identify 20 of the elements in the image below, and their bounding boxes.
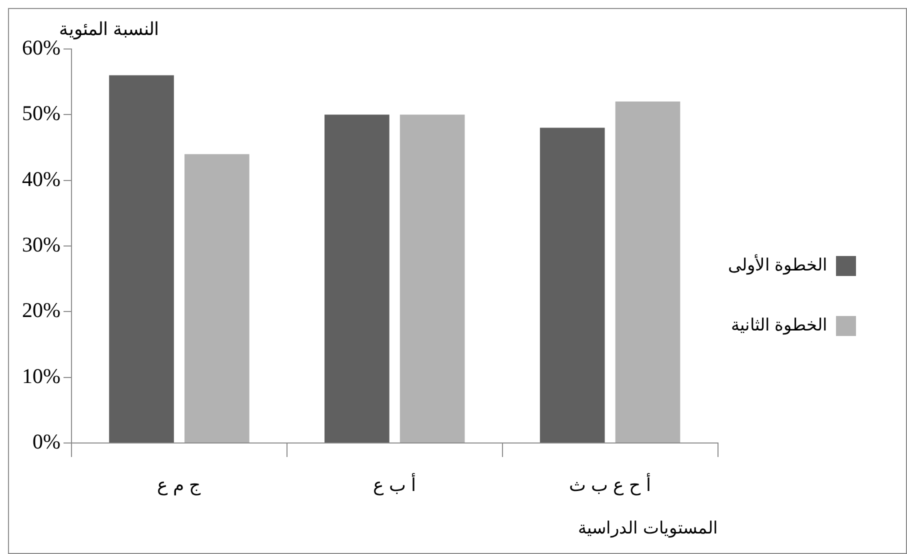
bar xyxy=(400,114,465,442)
legend-label: الخطوة الأولى xyxy=(728,254,828,276)
bar xyxy=(615,102,680,442)
y-tick-label: 20% xyxy=(22,298,60,322)
x-tick-label: أ ح ع ب ث xyxy=(569,472,652,496)
x-tick-label: أ ب ع xyxy=(373,472,416,496)
y-tick-label: 60% xyxy=(22,36,60,60)
bar xyxy=(184,154,250,442)
bar xyxy=(324,114,390,442)
y-tick-label: 30% xyxy=(22,232,60,257)
bar xyxy=(540,128,605,442)
x-axis-title: المستويات الدراسية xyxy=(578,518,718,538)
y-tick-label: 10% xyxy=(22,364,60,388)
y-tick-label: 40% xyxy=(22,166,60,191)
x-tick-label: ج م ع xyxy=(157,474,202,496)
legend-label: الخطوة الثانية xyxy=(730,316,828,336)
bar xyxy=(109,75,174,442)
y-tick-label: 0% xyxy=(32,430,60,454)
y-axis-title: النسبة المئوية xyxy=(59,18,160,40)
y-tick-label: 50% xyxy=(22,101,60,126)
